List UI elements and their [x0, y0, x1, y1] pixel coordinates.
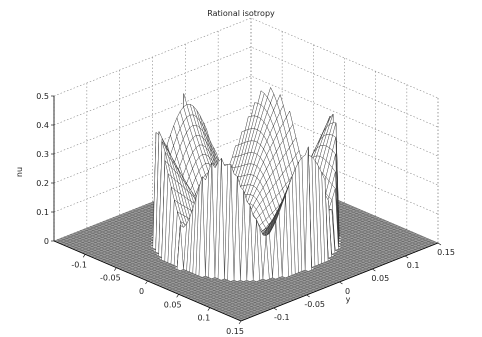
z-tick-label: 0.2 — [36, 179, 49, 188]
y-tick-label: 0.05 — [371, 274, 389, 283]
z-tick-label: 0.5 — [36, 92, 49, 101]
surface-cell — [253, 219, 260, 282]
surface-mesh — [149, 87, 343, 282]
x-tick — [145, 280, 148, 285]
surface-cell — [304, 146, 312, 272]
grid-line — [53, 75, 439, 157]
axes: -0.1 -0.05 0 0.05 0.1 0.15 -0.1 -0.05 0 0.05 0.1 0.… — [36, 92, 455, 336]
y-tick — [339, 281, 343, 285]
x-tick — [176, 294, 179, 298]
surface-cell — [208, 162, 216, 279]
x-tick — [82, 254, 86, 258]
x-tick-label: 0.15 — [226, 327, 244, 336]
y-tick — [372, 268, 376, 272]
grid-line — [53, 17, 439, 99]
surface-cell — [272, 221, 280, 280]
z-axis-label: nu — [15, 167, 24, 177]
x-tick-label: -0.1 — [71, 260, 87, 269]
surface-cell — [176, 225, 184, 271]
y-tick-label: 0 — [345, 287, 350, 296]
x-tick-label: 0.05 — [164, 300, 182, 309]
x-tick — [207, 307, 211, 311]
surface-cell — [262, 235, 270, 281]
x-tick-label: 0.1 — [197, 314, 210, 323]
z-tick-label: 0.3 — [36, 150, 49, 159]
surface-cell — [282, 195, 289, 278]
surface-cell — [233, 176, 241, 282]
x-tick — [238, 320, 242, 325]
surface-cell — [198, 176, 206, 278]
chart-title: Rational isotropy — [207, 9, 275, 18]
y-tick — [306, 294, 310, 298]
grid-line — [53, 104, 439, 186]
y-tick-label: 0.1 — [407, 261, 420, 270]
y-tick-label: -0.05 — [304, 300, 325, 309]
y-tick — [437, 242, 442, 246]
y-tick — [405, 255, 409, 259]
x-tick — [114, 267, 117, 271]
grid-line — [53, 46, 439, 128]
x-tick-label: 0 — [139, 287, 144, 296]
y-tick-label: 0.15 — [437, 248, 455, 257]
y-tick-label: -0.1 — [274, 313, 290, 322]
z-tick-label: 0 — [44, 237, 49, 246]
surface-cell — [217, 158, 225, 281]
surface-cell — [227, 164, 235, 282]
surface-cell — [246, 205, 254, 282]
surface-cell — [240, 190, 247, 282]
z-tick-label: 0.4 — [36, 121, 49, 130]
grid-line — [53, 133, 439, 215]
y-axis-label: y — [346, 295, 351, 304]
z-tick-label: 0.1 — [36, 208, 49, 217]
x-tick-label: -0.05 — [100, 274, 121, 283]
y-tick — [273, 307, 277, 311]
